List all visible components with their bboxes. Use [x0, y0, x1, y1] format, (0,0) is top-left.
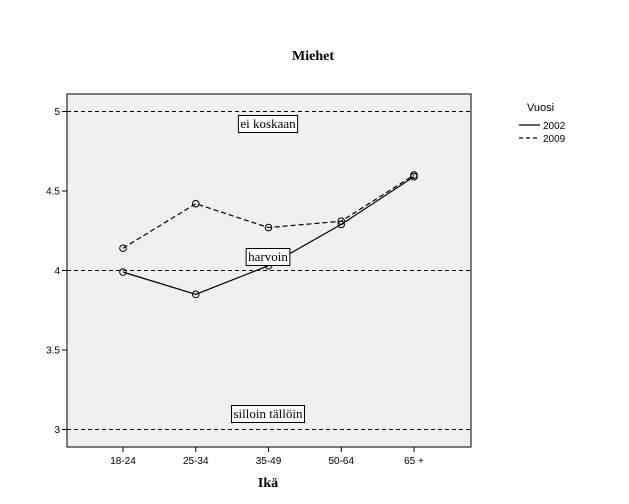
- data-point: [191, 290, 200, 299]
- data-point: [191, 199, 200, 208]
- reference-label-frame: [245, 248, 291, 266]
- series-line: [122, 174, 415, 249]
- reference-lines: [67, 110, 471, 431]
- reference-label-box: ei koskaan: [237, 114, 299, 133]
- data-point: [119, 244, 127, 253]
- legend-entries: 2002 2009: [519, 121, 566, 145]
- legend-label: 2002: [543, 121, 566, 132]
- data-point: [410, 171, 418, 179]
- reference-label-frame: [237, 114, 299, 133]
- reference-label: harvoin: [248, 249, 288, 264]
- y-axis: 3 3.5 4 4.5 5: [46, 107, 67, 436]
- data-point: [264, 223, 273, 232]
- reference-labels: ei koskaan harvoin silloin tällöin: [231, 114, 305, 424]
- reference-label-box: harvoin: [245, 248, 291, 266]
- reference-label-box: silloin tällöin: [231, 405, 305, 424]
- legend-title: Vuosi: [527, 102, 554, 114]
- y-tick-label: 5: [54, 107, 60, 118]
- chart-title: Miehet: [292, 49, 334, 64]
- x-tick-label: 35-49: [256, 456, 282, 467]
- reference-label-frame: [231, 405, 305, 424]
- legend: Vuosi 2002 2009: [519, 102, 566, 145]
- reference-label: silloin tällöin: [234, 406, 303, 421]
- data-point: [119, 268, 127, 276]
- x-axis-label: Ikä: [258, 476, 278, 491]
- y-tick-label: 3.5: [46, 346, 60, 357]
- y-tick-label: 3: [54, 425, 60, 436]
- x-tick-label: 18-24: [110, 456, 136, 467]
- series-2009: [119, 171, 418, 253]
- x-tick-label: 25-34: [183, 456, 209, 467]
- legend-label: 2009: [543, 134, 566, 145]
- y-tick-label: 4: [54, 266, 60, 277]
- x-tick-label: 65 +: [404, 456, 424, 467]
- x-tick-label: 50-64: [328, 456, 354, 467]
- data-point: [337, 217, 346, 226]
- y-tick-label: 4.5: [46, 186, 60, 197]
- reference-label: ei koskaan: [240, 116, 296, 131]
- x-axis: 18-24 25-34 35-49 50-64 65 +: [110, 447, 424, 467]
